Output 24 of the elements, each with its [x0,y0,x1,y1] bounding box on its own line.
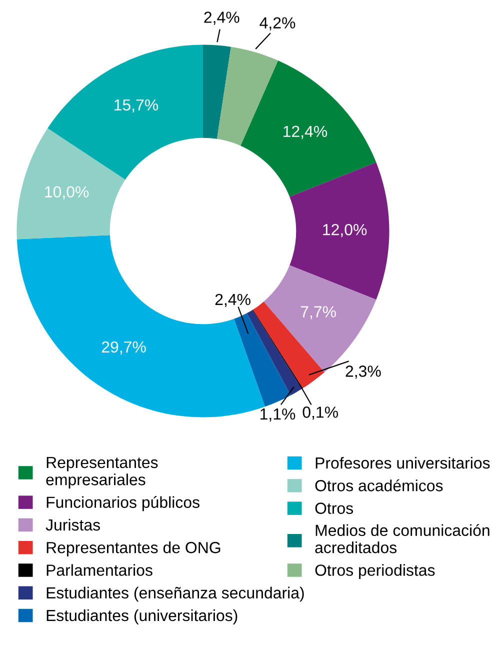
data-label: 29,7% [102,341,146,355]
data-label: 12,4% [284,126,328,139]
data-label: 12,0% [323,224,367,238]
data-label: 2,4% [215,294,250,308]
data-label: 4,2% [260,17,296,30]
legend-label: Representantes de ONG [46,542,220,556]
legend-label: Estudiantes (universitarios) [46,609,238,624]
legend-label: Otros académicos [315,479,443,492]
data-label: 2,3% [346,366,381,379]
data-label: 10,0% [45,186,89,200]
legend-label: Estudiantes (enseñanza secundaria) [46,586,304,602]
legend-label: Juristas [46,518,100,531]
legend-label: Otros periodistas [315,564,435,580]
legend-label: Parlamentarios [46,564,152,576]
legend-label: Otros [315,502,354,514]
legend-label: Representantes empresariales [46,456,158,488]
data-label: 7,7% [300,306,336,320]
data-label: 2,4% [204,12,240,25]
data-label: 15,7% [114,99,158,112]
legend-label: Medios de comunicación acreditados [315,524,490,554]
legend-label: Profesores universitarios [316,456,490,469]
data-label: 1,1% [260,408,296,422]
legend-label: Funcionarios públicos [46,496,200,512]
data-label: 0,1% [302,406,338,420]
